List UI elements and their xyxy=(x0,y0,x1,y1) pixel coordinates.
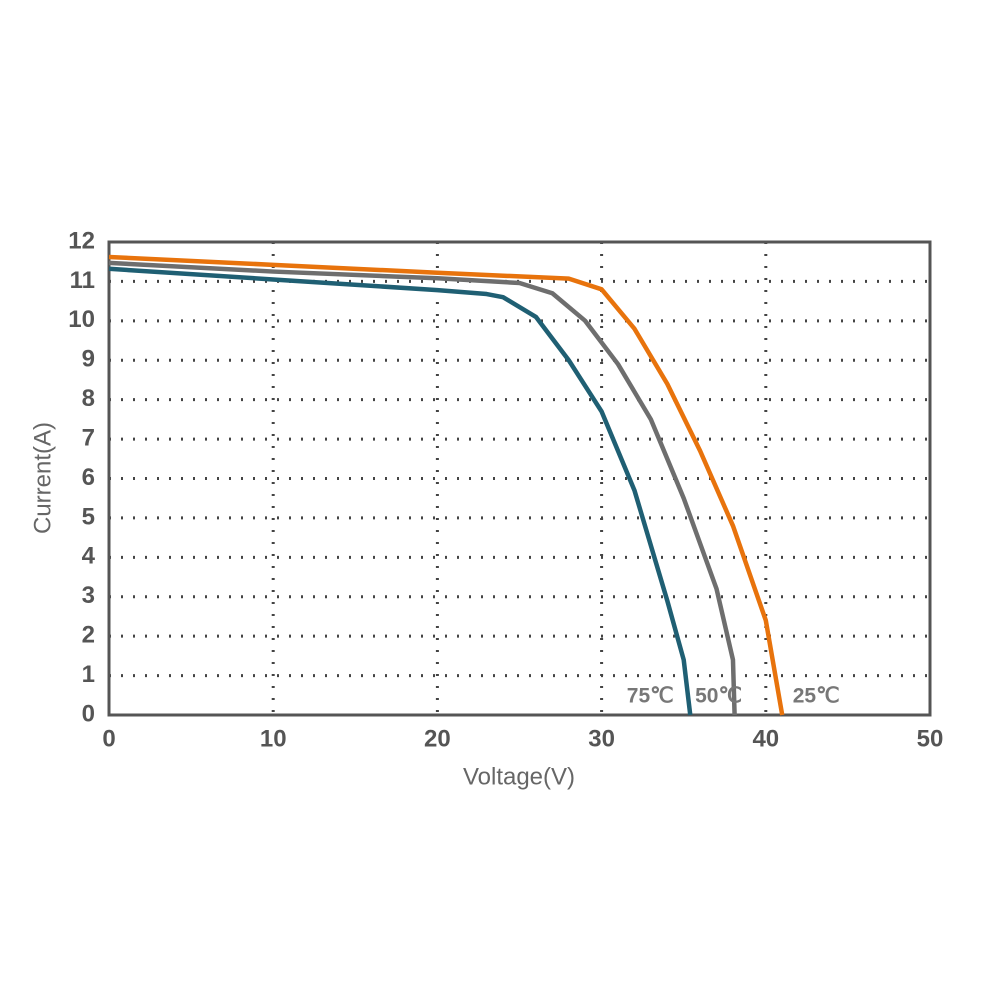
x-axis-label: Voltage(V) xyxy=(463,763,575,790)
y-tick-label: 2 xyxy=(82,622,95,649)
y-tick-label: 3 xyxy=(82,582,95,609)
curve-label: 75℃ xyxy=(627,685,674,708)
plot-frame xyxy=(107,240,932,717)
x-tick-label: 40 xyxy=(752,725,779,752)
x-tick-label: 0 xyxy=(102,725,115,752)
x-tick-label: 50 xyxy=(917,725,944,752)
y-tick-label: 7 xyxy=(82,424,95,451)
line xyxy=(108,266,693,716)
y-tick-label: 1 xyxy=(82,661,95,688)
y-tick-label: 11 xyxy=(70,267,95,294)
line xyxy=(108,260,737,716)
y-tick-label: 4 xyxy=(82,543,96,570)
x-tick-label: 30 xyxy=(588,725,615,752)
y-axis-label: Current(A) xyxy=(29,422,56,534)
y-tick-label: 9 xyxy=(82,346,95,373)
y-tick-label: 5 xyxy=(82,503,95,530)
y-tick-label: 8 xyxy=(82,385,95,412)
y-tick-label: 6 xyxy=(82,464,95,491)
x-tick-label: 10 xyxy=(260,725,287,752)
curve-label: 50℃ xyxy=(695,685,742,708)
y-tick-label: 12 xyxy=(68,227,95,254)
curve-label: 25℃ xyxy=(793,685,840,708)
x-tick-label: 20 xyxy=(424,725,451,752)
y-tick-label: 0 xyxy=(82,700,95,727)
line xyxy=(108,254,785,716)
y-tick-label: 10 xyxy=(68,306,95,333)
